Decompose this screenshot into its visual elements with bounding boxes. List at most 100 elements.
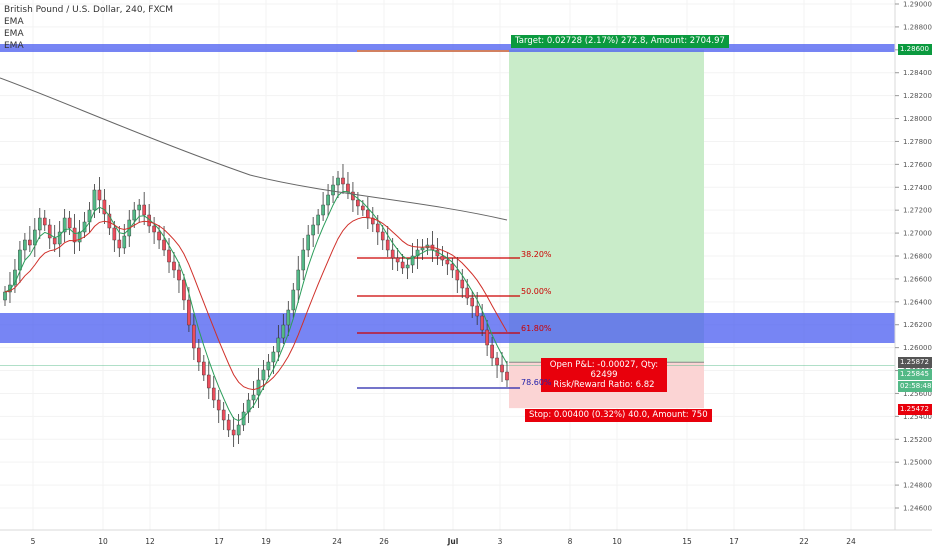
ema-mid-line — [4, 216, 508, 391]
candle-body — [13, 269, 17, 286]
candle-body — [42, 217, 47, 226]
candle-body — [321, 204, 325, 216]
candle-body — [286, 309, 291, 326]
candle-body — [326, 194, 330, 206]
candle-body — [301, 249, 306, 271]
ema-fast-line — [4, 190, 508, 422]
candle-body — [37, 217, 42, 231]
candle-body — [57, 231, 62, 245]
price-tick-label: 1.24600 — [903, 505, 932, 513]
price-tick-label: 1.27000 — [903, 230, 932, 238]
time-tick-label: 10 — [612, 537, 622, 546]
candle-body — [395, 257, 400, 263]
stop-price-label: 1.25472 — [898, 404, 932, 415]
candle-body — [8, 284, 12, 293]
candle-body — [216, 399, 221, 411]
candle-body — [311, 224, 315, 236]
candle-body — [281, 324, 286, 339]
resistance-band — [0, 44, 895, 52]
candle-body — [366, 209, 370, 219]
price-tick-label: 1.27600 — [903, 161, 932, 169]
chart-legend: British Pound / U.S. Dollar, 240, FXCM E… — [4, 4, 173, 52]
candle-body — [251, 394, 256, 401]
candle-body — [420, 247, 425, 251]
target-label: Target: 0.02728 (2.17%) 272.8, Amount: 2… — [511, 35, 729, 48]
candle-body — [375, 223, 380, 233]
time-tick-label: 19 — [261, 537, 271, 546]
candle-body — [137, 204, 141, 211]
candle-body — [341, 177, 345, 185]
ema-slow-line — [0, 77, 508, 221]
candle-body — [296, 269, 301, 291]
candle-body — [465, 287, 470, 299]
price-tick-label: 1.26200 — [903, 321, 932, 329]
time-tick-label: 22 — [799, 537, 809, 546]
candle-body — [72, 227, 77, 243]
candle-body — [122, 235, 127, 249]
candle-body — [475, 305, 479, 317]
candle-body — [102, 199, 107, 215]
candle-body — [92, 189, 97, 211]
candle-body — [346, 183, 350, 193]
candle-body — [167, 249, 171, 263]
time-tick-label: Jul — [447, 537, 459, 546]
time-tick-label: 8 — [568, 537, 573, 546]
candle-body — [405, 264, 410, 269]
candle-body — [236, 424, 241, 436]
candle-body — [3, 291, 7, 301]
candle-body — [177, 269, 181, 281]
fib-label-50: 50.00% — [521, 287, 552, 296]
candle-body — [192, 324, 196, 349]
risk-reward-line: Risk/Reward Ratio: 6.82 — [553, 380, 655, 390]
ema-indicator-3[interactable]: EMA — [4, 41, 24, 51]
price-tick-label: 1.24800 — [903, 482, 932, 490]
candle-body — [485, 329, 489, 346]
candle-body — [291, 289, 296, 311]
candle-body — [440, 255, 445, 261]
candle-body — [211, 387, 216, 401]
candle-body — [470, 297, 475, 307]
candle-body — [445, 259, 450, 265]
candle-body — [157, 231, 161, 241]
candle-body — [410, 255, 415, 266]
candle-body — [495, 357, 499, 366]
candle-body — [23, 239, 27, 251]
candle-body — [390, 249, 395, 259]
candle-body — [316, 214, 320, 226]
price-tick-label: 1.25400 — [903, 413, 932, 421]
price-tick-label: 1.25000 — [903, 459, 932, 467]
candle-body — [47, 224, 52, 239]
candle-body — [490, 344, 494, 359]
candle-body — [271, 351, 276, 363]
candle-body — [385, 239, 390, 251]
symbol-title[interactable]: British Pound / U.S. Dollar, 240, FXCM — [4, 5, 174, 15]
time-tick-label: 10 — [98, 537, 108, 546]
ema-indicator-2[interactable]: EMA — [4, 29, 24, 39]
price-tick-label: 1.26000 — [903, 344, 932, 352]
support-zone-band — [0, 313, 895, 343]
fib-label-38: 38.20% — [521, 250, 552, 259]
price-tick-label: 1.29000 — [903, 1, 932, 9]
time-tick-label: 15 — [682, 537, 692, 546]
candle-body — [266, 361, 271, 371]
time-tick-label: 24 — [846, 537, 856, 546]
target-zone — [509, 49, 704, 363]
current-price-label: 1.25845 — [898, 369, 932, 380]
candle-body — [62, 217, 67, 233]
candle-body — [455, 269, 460, 281]
candle-body — [182, 279, 186, 301]
candle-body — [142, 204, 146, 216]
stop-label: Stop: 0.00400 (0.32%) 40.0, Amount: 750 — [525, 409, 712, 422]
fib-label-61: 61.80% — [521, 324, 552, 333]
candle-body — [97, 189, 102, 201]
candle-body — [112, 227, 117, 241]
price-tick-label: 1.25200 — [903, 436, 932, 444]
candle-body — [261, 369, 266, 381]
candle-body — [221, 409, 226, 421]
ema-indicator-1[interactable]: EMA — [4, 17, 24, 27]
candle-body — [336, 177, 340, 186]
candle-body — [187, 299, 191, 326]
candle-body — [152, 225, 156, 233]
price-tick-label: 1.28400 — [903, 69, 932, 77]
